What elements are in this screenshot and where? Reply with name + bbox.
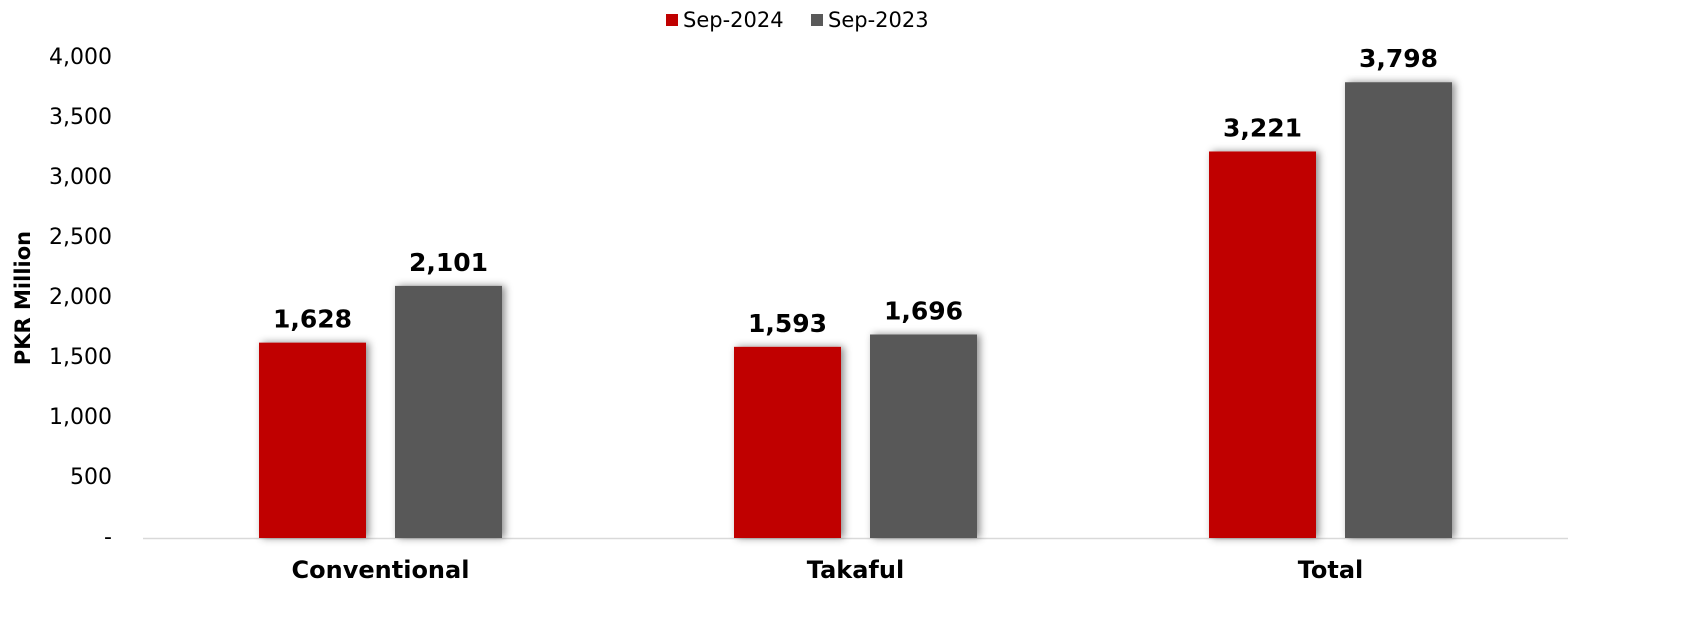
x-tick-label: Takaful	[807, 556, 904, 584]
bar	[395, 285, 502, 538]
data-label: 2,101	[409, 248, 488, 277]
legend-label: Sep-2023	[828, 8, 929, 32]
legend-swatch	[666, 14, 678, 26]
data-label: 3,221	[1223, 113, 1302, 142]
data-label: 1,593	[748, 309, 827, 338]
bar	[734, 346, 841, 538]
bar	[870, 334, 977, 538]
data-label: 3,798	[1359, 44, 1438, 73]
y-tick-label: 500	[70, 465, 112, 490]
y-tick-label: -	[104, 525, 112, 550]
legend-swatch	[811, 14, 823, 26]
bar	[259, 342, 366, 538]
x-tick-label: Conventional	[292, 556, 470, 584]
y-tick-label: 3,000	[49, 165, 112, 190]
bar	[1209, 151, 1316, 539]
x-tick-label: Total	[1298, 556, 1364, 584]
y-tick-label: 1,000	[49, 405, 112, 430]
y-tick-label: 3,500	[49, 105, 112, 130]
data-label: 1,628	[273, 305, 352, 334]
y-tick-label: 2,000	[49, 285, 112, 310]
data-label: 1,696	[884, 296, 963, 325]
y-tick-label: 1,500	[49, 345, 112, 370]
y-tick-label: 4,000	[49, 45, 112, 70]
bar	[1345, 82, 1452, 539]
y-tick-label: 2,500	[49, 225, 112, 250]
y-axis-title: PKR Million	[11, 231, 35, 365]
legend-label: Sep-2024	[683, 8, 784, 32]
